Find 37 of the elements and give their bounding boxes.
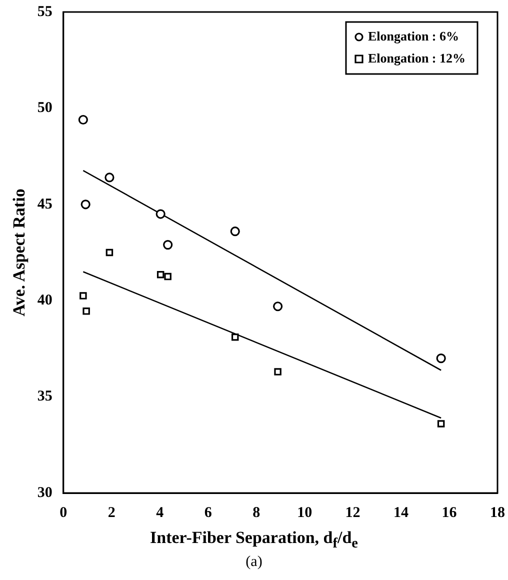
legend-label: Elongation : 6% xyxy=(368,28,460,44)
point xyxy=(164,272,172,280)
y-tick-label: 35 xyxy=(37,388,52,405)
point xyxy=(274,368,282,376)
x-tick-label: 6 xyxy=(204,504,212,521)
y-tick-label: 40 xyxy=(37,292,52,308)
point xyxy=(106,248,114,256)
text: (a) xyxy=(244,554,264,571)
point xyxy=(156,271,164,278)
x-axis-title: Inter-Fiber Separation, d$_{f}$/d$_{e}$ xyxy=(149,528,359,552)
y-tick-label: 30 xyxy=(37,484,52,501)
x-tick-label: 18 xyxy=(490,504,505,521)
point xyxy=(437,420,445,428)
y-tick-label: 55 xyxy=(37,4,52,20)
point xyxy=(104,172,114,182)
point xyxy=(231,334,239,341)
point xyxy=(156,209,166,219)
x-tick-label: 8 xyxy=(252,504,260,521)
point xyxy=(230,226,240,236)
y-tick-label: 45 xyxy=(37,196,52,212)
x-tick-label: 0 xyxy=(60,504,68,521)
point xyxy=(163,240,173,250)
point xyxy=(82,308,90,315)
point xyxy=(272,302,283,312)
x-tick-label: 14 xyxy=(394,504,410,521)
legend-label: Elongation : 12% xyxy=(368,50,466,66)
x-tick-label: 4 xyxy=(156,504,164,521)
y-tick-label: 50 xyxy=(37,100,52,116)
x-tick-label: 12 xyxy=(345,504,360,521)
point xyxy=(80,292,87,300)
x-tick-label: 10 xyxy=(297,504,312,521)
point xyxy=(80,200,90,210)
x-tick-label: 2 xyxy=(108,504,116,521)
y-axis-title: Ave. Aspect Ratio xyxy=(10,188,29,316)
x-tick-label: 16 xyxy=(442,504,458,521)
point xyxy=(78,114,88,125)
point xyxy=(436,354,446,364)
